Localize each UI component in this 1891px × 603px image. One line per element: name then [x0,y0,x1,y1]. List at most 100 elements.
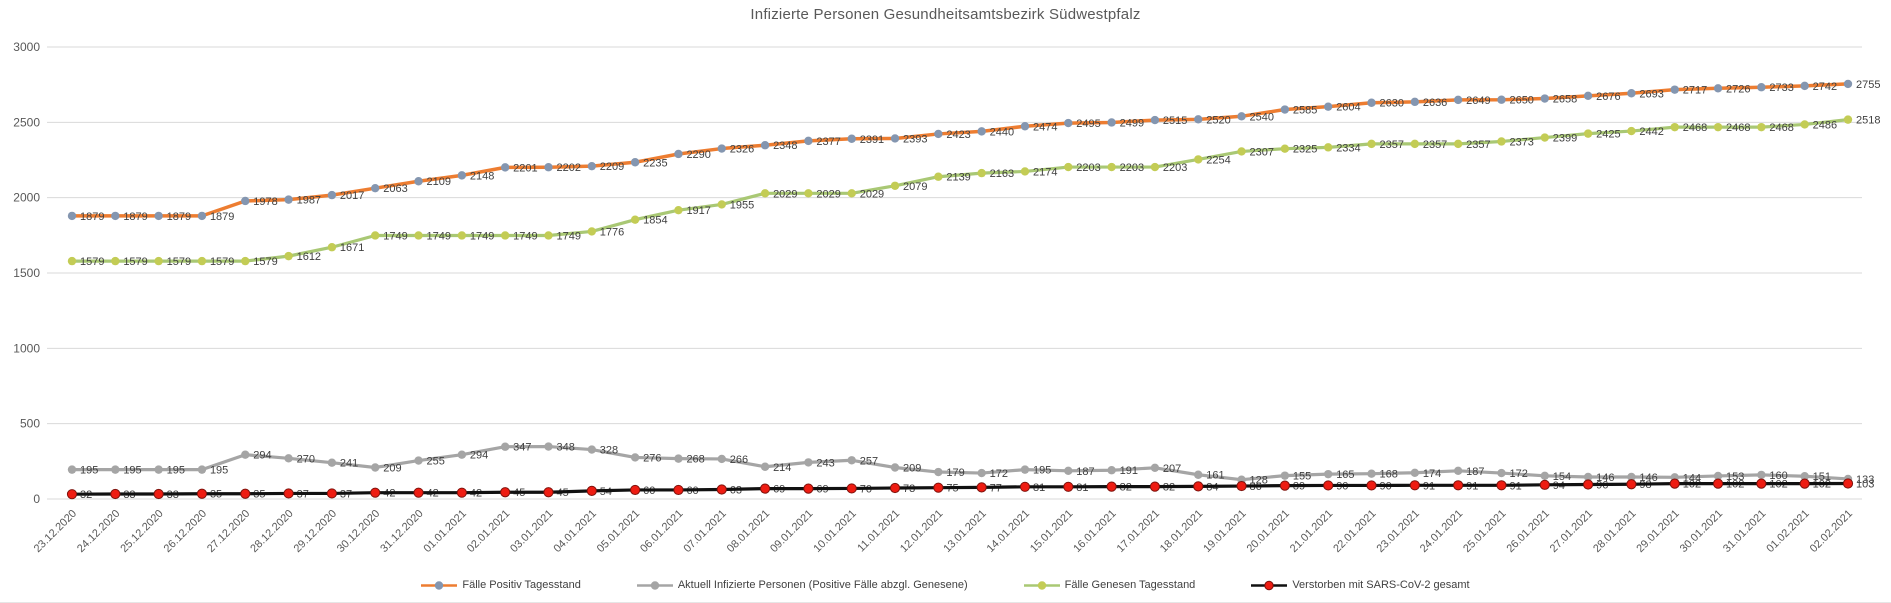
data-label: 2423 [946,129,970,141]
data-label: 294 [253,450,271,462]
data-label: 2377 [816,136,840,148]
series-marker [804,189,813,198]
x-axis-tick-label: 01.01.2021 [422,508,469,555]
x-axis-tick-label: 20.01.2021 [1245,508,1292,555]
data-label: 1579 [123,256,147,268]
series-marker [1670,122,1679,132]
series-marker [544,163,553,172]
data-label: 347 [513,442,531,454]
y-axis-tick-label: 2500 [13,115,40,129]
data-label: 2733 [1769,82,1793,94]
series-marker [1237,112,1246,121]
series-marker [1280,105,1290,114]
data-label: 1671 [340,242,364,254]
series-marker [1799,478,1810,489]
series-marker [1540,471,1549,480]
series-marker [1106,481,1117,492]
series-line-1 [70,444,1850,482]
legend-item-label: Aktuell Infizierte Personen (Positive Fä… [677,579,968,591]
data-label: 1917 [686,205,710,217]
series-marker [1800,81,1809,91]
data-label: 2202 [556,162,580,174]
series-marker [760,141,770,150]
series-marker [716,484,727,495]
series-marker [760,462,770,471]
legend-item-0[interactable]: Fälle Positiv Tagesstand [421,579,581,591]
data-label: 2307 [1250,146,1274,158]
series-marker [674,205,683,215]
series-marker [976,482,987,493]
data-label: 207 [1163,463,1181,475]
series-marker [1150,463,1160,473]
series-marker [1323,102,1333,111]
x-axis-tick-label: 09.01.2021 [768,508,815,555]
data-label: 168 [1380,469,1398,481]
x-axis-tick-label: 14.01.2021 [985,508,1032,555]
x-axis-tick-label: 02.02.2021 [1808,508,1855,555]
data-label: 1749 [556,230,580,242]
data-label: 174 [1423,468,1441,480]
series-marker [154,256,163,266]
data-label: 1776 [600,226,624,238]
x-axis-tick-label: 22.01.2021 [1331,508,1378,555]
x-axis-tick-label: 21.01.2021 [1288,508,1335,555]
series-marker [67,465,77,474]
series-marker [717,454,726,464]
legend-item-label: Fälle Genesen Tagesstand [1064,579,1196,591]
series-marker [1410,468,1420,477]
series-marker [933,482,944,493]
series-marker [1626,479,1637,490]
chart-legend: Fälle Positiv Tagesstand Aktuell Infizier… [0,579,1891,591]
series-marker [1583,91,1593,101]
data-label: 2649 [1466,95,1490,107]
series-marker [1020,122,1030,131]
data-label: 2209 [600,161,624,173]
data-label: 266 [730,454,748,466]
series-marker [587,227,597,236]
data-label: 2636 [1423,97,1447,109]
series-marker [630,158,640,167]
data-label: 2201 [513,162,537,174]
data-label: 2391 [860,134,884,146]
series-marker [1627,472,1636,482]
x-axis-tick-label: 03.01.2021 [508,508,555,555]
data-label: 2334 [1336,142,1360,154]
series-marker [674,149,683,159]
data-label: 2109 [427,176,451,188]
series-marker [1236,480,1247,492]
data-label: 2325 [1293,144,1317,156]
data-label: 2630 [1380,98,1404,110]
series-marker [1540,133,1549,142]
series-marker [1713,471,1723,481]
series-marker [240,488,251,499]
data-label: 2357 [1466,139,1490,151]
legend-item-2[interactable]: Fälle Genesen Tagesstand [1023,579,1196,591]
series-marker [847,189,856,198]
series-marker [1669,478,1680,489]
legend-item-1[interactable]: Aktuell Infizierte Personen (Positive Fä… [636,579,968,591]
series-marker [1107,118,1116,127]
series-marker [1280,471,1290,480]
x-axis-tick-label: 18.01.2021 [1158,508,1205,555]
series-marker [1194,155,1203,164]
legend-item-3[interactable]: Verstorben mit SARS-CoV-2 gesamt [1251,579,1470,591]
x-axis-tick-label: 25.01.2021 [1461,508,1508,555]
series-marker [457,450,467,459]
series-marker [1107,162,1116,172]
x-axis-tick-label: 15.01.2021 [1028,508,1075,555]
series-marker [846,483,857,494]
data-label: 2650 [1509,95,1533,107]
series-marker [717,144,726,153]
data-label: 2326 [730,144,754,156]
data-label: 1987 [297,195,321,207]
data-label: 2393 [903,133,927,145]
chart-title: Infizierte Personen Gesundheitsamtsbezir… [750,6,1141,23]
series-marker [456,487,467,498]
data-label: 1579 [210,256,234,268]
data-label: 2486 [1813,119,1837,131]
series-marker [977,168,986,178]
series-marker [1107,466,1116,475]
data-label: 270 [297,453,315,465]
data-label: 2440 [990,126,1014,138]
data-label: 154 [1553,471,1571,483]
